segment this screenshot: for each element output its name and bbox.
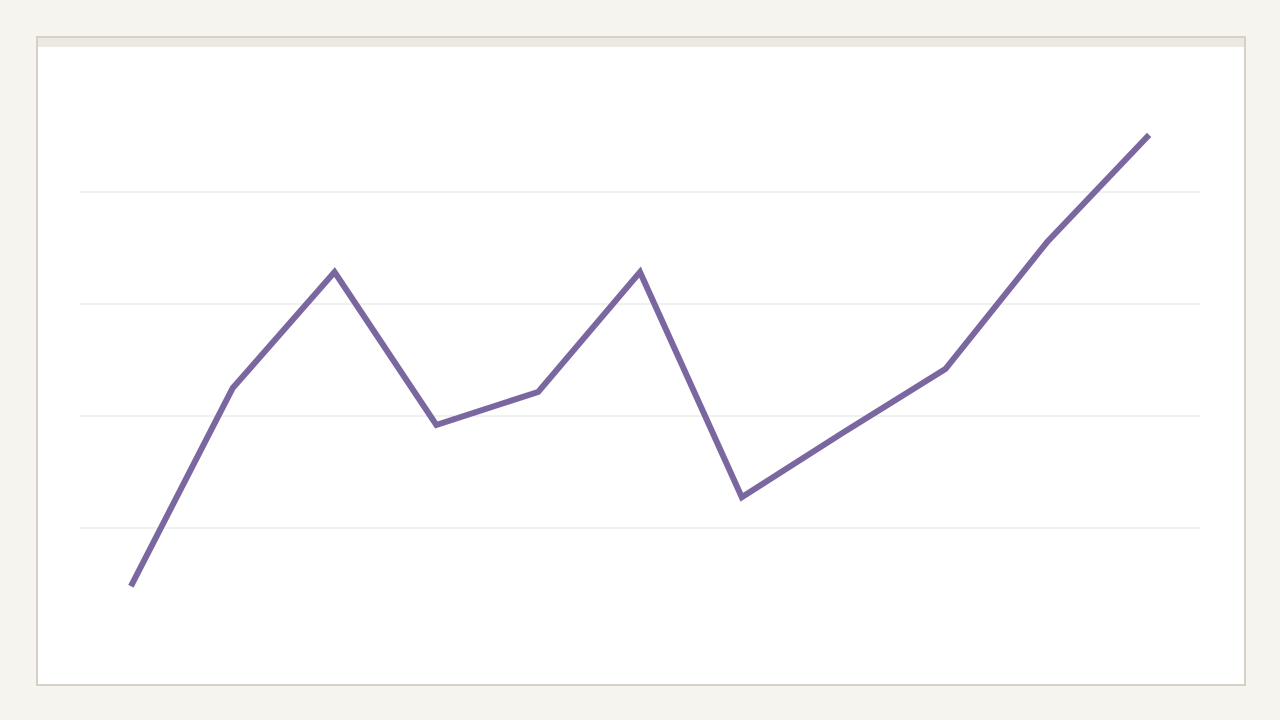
- card-header-band: [38, 38, 1244, 47]
- data-line: [128, 132, 1152, 588]
- chart-card: [36, 36, 1246, 686]
